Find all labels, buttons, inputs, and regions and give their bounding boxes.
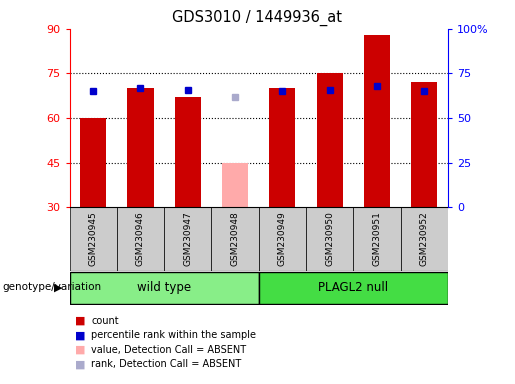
Text: GSM230951: GSM230951 (372, 212, 382, 266)
Bar (353, 207, 401, 271)
Bar (164, 207, 212, 271)
Text: GDS3010 / 1449936_at: GDS3010 / 1449936_at (173, 10, 342, 26)
Bar (401, 207, 448, 271)
Text: GSM230952: GSM230952 (420, 212, 429, 266)
Text: count: count (91, 316, 119, 326)
Text: GSM230950: GSM230950 (325, 212, 334, 266)
Bar (128, 88, 153, 207)
Bar (306, 207, 353, 271)
Bar (364, 35, 390, 207)
Text: value, Detection Call = ABSENT: value, Detection Call = ABSENT (91, 345, 246, 355)
Text: ▶: ▶ (54, 282, 62, 292)
Bar (70, 207, 117, 271)
Bar (70, 273, 259, 303)
Bar (222, 163, 248, 207)
Bar (117, 207, 164, 271)
Text: GSM230946: GSM230946 (136, 212, 145, 266)
Bar (175, 97, 201, 207)
Bar (212, 207, 259, 271)
Text: percentile rank within the sample: percentile rank within the sample (91, 330, 256, 340)
Bar (317, 73, 343, 207)
Text: rank, Detection Call = ABSENT: rank, Detection Call = ABSENT (91, 359, 242, 369)
Text: wild type: wild type (137, 281, 191, 294)
Text: GSM230947: GSM230947 (183, 212, 192, 266)
Text: GSM230945: GSM230945 (89, 212, 98, 266)
Text: ■: ■ (75, 316, 85, 326)
Text: GSM230949: GSM230949 (278, 212, 287, 266)
Bar (269, 88, 296, 207)
Bar (259, 273, 448, 303)
Bar (259, 207, 306, 271)
Text: ■: ■ (75, 359, 85, 369)
Bar (411, 82, 437, 207)
Text: genotype/variation: genotype/variation (3, 282, 101, 292)
Text: PLAGL2 null: PLAGL2 null (318, 281, 388, 294)
Text: ■: ■ (75, 345, 85, 355)
Text: ■: ■ (75, 330, 85, 340)
Text: GSM230948: GSM230948 (231, 212, 239, 266)
Bar (80, 118, 106, 207)
